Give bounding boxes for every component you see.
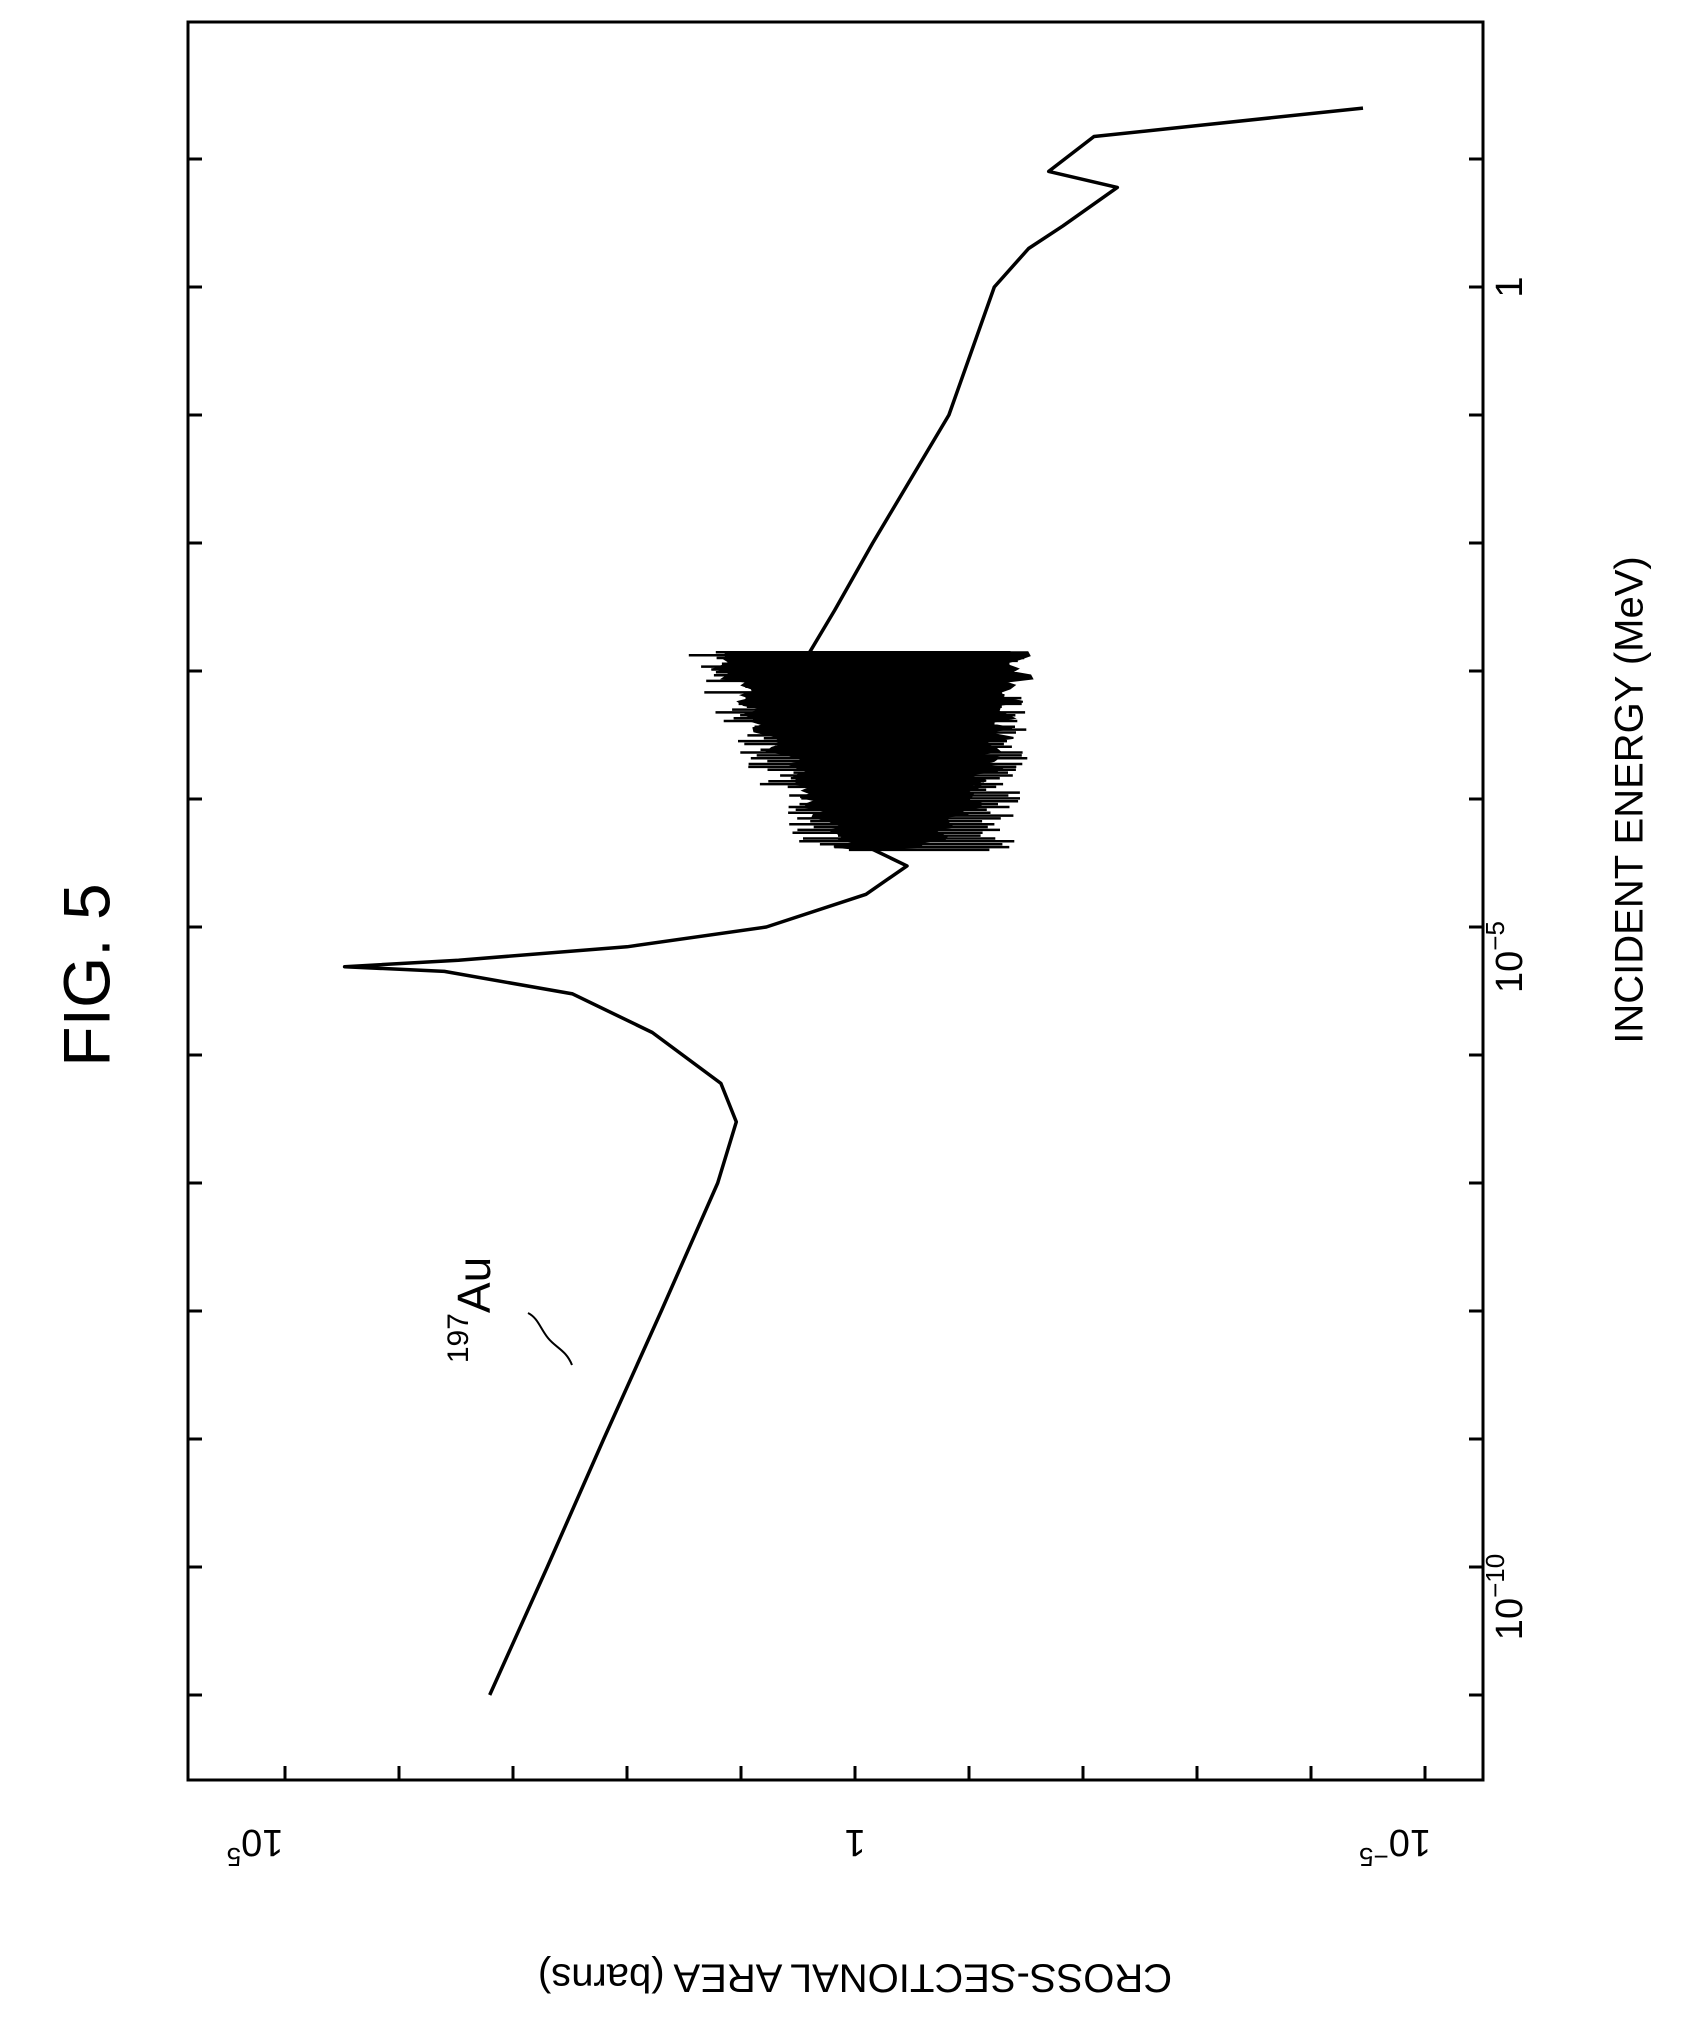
resonance-lines <box>688 651 1028 852</box>
cross-section-curve <box>342 106 1364 1696</box>
x-tick-label: 10−5 <box>1480 921 1531 993</box>
x-axis-title: INCIDENT ENERGY (MeV) <box>1608 556 1652 1043</box>
curve-label-leader <box>527 1312 573 1366</box>
figure-label: FIG. 5 <box>49 883 123 1066</box>
curve-label: 197Au <box>442 1257 500 1363</box>
y-axis-title: CROSS-SECTIONAL AREA (barns) <box>538 1955 1172 1999</box>
axis-ticks <box>188 157 1483 1780</box>
y-tick-label: 10−5 <box>1359 1821 1431 1872</box>
curve-label-superscript: 197 <box>442 1313 475 1363</box>
y-tick-label: 1 <box>844 1821 865 1863</box>
plot-frame <box>186 20 1485 1782</box>
x-tick-label: 10−10 <box>1480 1554 1531 1640</box>
axis-tick-labels: 10−10 10−5 1 105 1 10−5 <box>227 276 1531 1872</box>
x-tick-label: 1 <box>1489 276 1531 297</box>
curve-label-base: Au <box>448 1257 500 1313</box>
y-tick-label: 105 <box>227 1821 284 1872</box>
